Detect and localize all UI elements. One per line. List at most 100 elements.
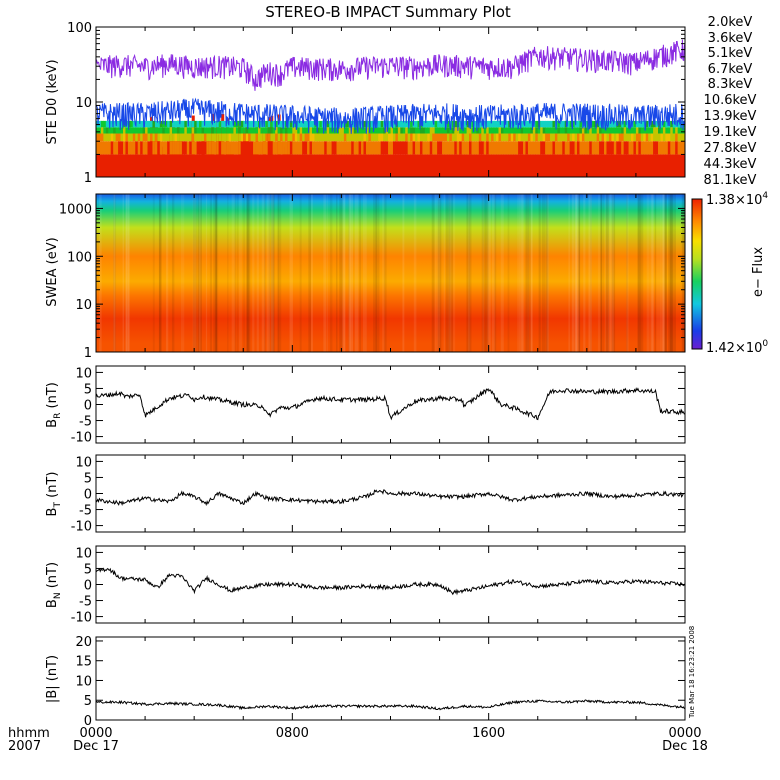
ste-flux-bar <box>520 120 524 128</box>
btot-plot-frame <box>95 636 686 721</box>
ste-flux-bar <box>547 154 551 177</box>
ste-flux-bar <box>267 133 271 142</box>
ste-flux-bar <box>380 141 384 155</box>
ste-flux-bar <box>348 141 352 155</box>
ste-flux-bar <box>245 133 249 142</box>
ste-flux-bar <box>599 154 603 177</box>
ste-flux-bar <box>145 154 149 177</box>
ste-flux-bar <box>633 154 637 177</box>
ste-flux-bar <box>572 141 576 155</box>
legend-entry: 27.8keV <box>704 141 757 156</box>
swea-time-streak <box>261 194 265 352</box>
ste-flux-bar <box>424 154 428 177</box>
ste-flux-bar <box>255 133 259 142</box>
ste-flux-bar <box>235 127 239 134</box>
ste-flux-bar <box>316 154 320 177</box>
ste-flux-bar <box>660 120 664 128</box>
ste-flux-bar <box>434 154 438 177</box>
ste-flux-bar <box>255 120 259 128</box>
ste-flux-bar <box>118 154 122 177</box>
ste-flux-bar <box>341 133 345 142</box>
ste-flux-bar <box>378 141 382 155</box>
ste-flux-bar <box>329 141 333 155</box>
ste-flux-bar <box>530 141 534 155</box>
swea-time-streak <box>413 194 417 352</box>
ste-flux-bar <box>316 120 320 128</box>
ste-flux-bar <box>554 154 558 177</box>
ste-flux-bar <box>326 141 330 155</box>
swea-time-streak <box>277 194 280 352</box>
swea-time-streak <box>500 194 504 352</box>
ste-flux-bar <box>613 127 617 134</box>
ste-flux-bar <box>240 141 244 177</box>
ste-flux-bar <box>591 120 595 128</box>
ste-flux-bar <box>478 133 482 142</box>
ste-flux-bar <box>550 120 554 128</box>
ste-flux-bar <box>184 133 188 142</box>
ste-flux-bar <box>655 154 659 177</box>
ste-flux-bar <box>535 127 539 134</box>
ste-flux-bar <box>196 133 200 142</box>
ste-flux-bar <box>665 141 669 155</box>
ste-flux-bar <box>640 133 644 142</box>
swea-time-streak <box>199 194 201 352</box>
ste-flux-bar <box>481 127 485 134</box>
ste-flux-bar <box>375 154 379 177</box>
ste-flux-bar <box>535 141 539 155</box>
ste-flux-bar <box>631 141 635 155</box>
ste-flux-bar <box>299 127 303 134</box>
ste-flux-bar <box>675 141 679 155</box>
ste-flux-bar <box>184 141 188 155</box>
ste-flux-bar <box>388 141 392 155</box>
ste-flux-bar <box>491 154 495 177</box>
ste-flux-bar <box>115 133 119 142</box>
ste-flux-bar <box>680 133 684 142</box>
ste-flux-bar <box>444 133 448 142</box>
x-tick-label: Dec 17 <box>73 739 119 754</box>
ste-flux-bar <box>427 127 431 134</box>
ste-flux-bar <box>523 154 527 177</box>
ste-flux-bar <box>356 154 360 177</box>
ste-flux-bar <box>351 141 355 155</box>
ste-flux-bar <box>550 133 554 142</box>
ste-flux-bar <box>159 120 163 128</box>
ste-flux-bar <box>665 133 669 142</box>
swea-time-streak <box>487 194 491 352</box>
ste-flux-bar <box>405 127 409 134</box>
ste-flux-bar <box>297 120 301 128</box>
ste-flux-bar <box>650 120 654 128</box>
ste-flux-bar <box>493 127 497 134</box>
ste-flux-bar <box>584 133 588 142</box>
ste-flux-bar <box>581 133 585 142</box>
ste-flux-bar <box>358 141 362 155</box>
ste-flux-bar <box>653 141 657 155</box>
swea-time-streak <box>541 194 546 352</box>
ste-flux-bar <box>589 127 593 134</box>
ste-flux-bar <box>253 127 257 134</box>
ste-flux-bar <box>432 133 436 142</box>
ste-flux-bar <box>368 133 372 142</box>
ste-flux-bar <box>179 132 183 177</box>
ste-flux-bar <box>307 154 311 177</box>
swea-time-streak <box>348 194 351 352</box>
ste-series-line <box>96 97 685 134</box>
ste-flux-bar <box>454 141 458 155</box>
ste-flux-bar <box>110 127 114 134</box>
ste-flux-bar <box>437 154 441 177</box>
ste-flux-bar <box>299 120 303 128</box>
ste-flux-bar <box>351 154 355 177</box>
ste-flux-bar <box>493 133 497 142</box>
ste-flux-bar <box>334 127 338 134</box>
ste-flux-bar <box>427 133 431 142</box>
ste-flux-bar <box>103 141 107 155</box>
ste-flux-bar <box>498 141 502 155</box>
ste-flux-bar <box>591 141 595 155</box>
ste-flux-bar <box>586 127 590 134</box>
ste-flux-bar <box>358 127 362 134</box>
ste-flux-bar <box>319 127 323 134</box>
ste-flux-bar <box>311 120 316 128</box>
ste-flux-bar <box>532 133 536 142</box>
ste-flux-bar <box>542 120 546 128</box>
ste-flux-bar <box>130 141 134 155</box>
ste-flux-bar <box>550 141 554 155</box>
